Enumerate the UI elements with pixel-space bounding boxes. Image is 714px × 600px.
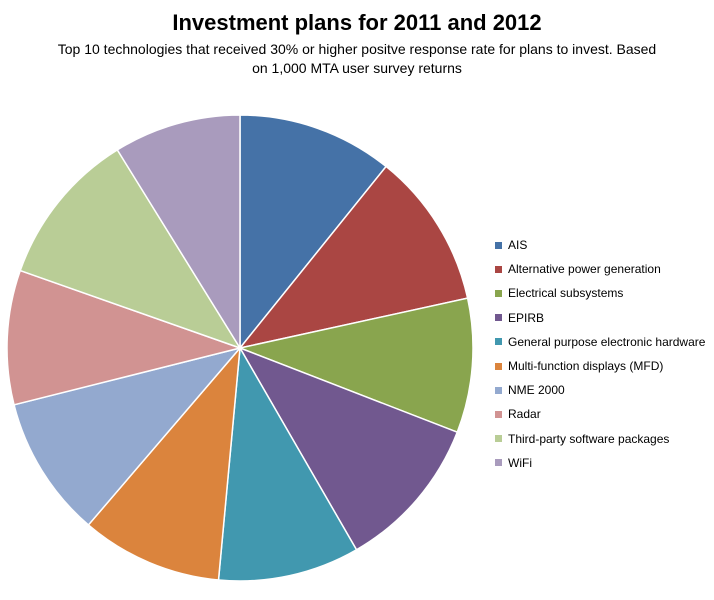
legend: AIS Alternative power generation Electrica… — [495, 233, 714, 475]
pie-slice-nme-2000 — [13, 346, 243, 526]
pie-slice-electrical-subsystems — [237, 297, 474, 434]
legend-swatch — [495, 435, 502, 443]
legend-item: WiFi — [495, 451, 714, 475]
legend-item: General purpose electronic hardware — [495, 330, 714, 354]
pie-slice-radar — [6, 269, 243, 406]
legend-label: Electrical subsystems — [508, 286, 624, 301]
pie-slice-ais — [239, 114, 388, 351]
legend-item: NME 2000 — [495, 378, 714, 402]
chart-title: Investment plans for 2011 and 2012 — [172, 10, 542, 35]
pie-slice-alternative-power-generation — [238, 165, 469, 350]
legend-item: Multi-function displays (MFD) — [495, 354, 714, 378]
pie-slice-general-purpose-electronic-hardware — [217, 345, 358, 582]
pie-slice-third-party-software-packages — [19, 148, 242, 350]
legend-label: Radar — [508, 407, 541, 422]
legend-swatch — [495, 265, 502, 273]
legend-item: Electrical subsystems — [495, 281, 714, 305]
legend-label: Alternative power generation — [508, 262, 661, 277]
legend-label: WiFi — [508, 455, 532, 470]
pie-slice-wifi — [116, 114, 241, 351]
legend-swatch — [495, 241, 502, 249]
legend-swatch — [495, 410, 502, 418]
legend-label: Third-party software packages — [508, 431, 670, 446]
legend-swatch — [495, 338, 502, 346]
legend-swatch — [495, 459, 502, 467]
legend-swatch — [495, 386, 502, 394]
legend-swatch — [495, 362, 502, 370]
legend-label: Multi-function displays (MFD) — [508, 359, 664, 374]
legend-label: AIS — [508, 238, 528, 253]
legend-item: EPIRB — [495, 306, 714, 330]
legend-swatch — [495, 314, 502, 322]
chart-subtitle: Top 10 technologies that received 30% or… — [57, 41, 657, 76]
legend-label: NME 2000 — [508, 383, 565, 398]
pie-slice-epirb — [238, 346, 459, 551]
legend-swatch — [495, 289, 502, 297]
legend-label: General purpose electronic hardware — [508, 334, 706, 349]
legend-item: Radar — [495, 402, 714, 426]
legend-item: Third-party software packages — [495, 427, 714, 451]
legend-item: Alternative power generation — [495, 257, 714, 281]
legend-item: AIS — [495, 233, 714, 257]
legend-label: EPIRB — [508, 310, 545, 325]
pie-slice-multi-function-displays-mfd — [87, 345, 241, 581]
